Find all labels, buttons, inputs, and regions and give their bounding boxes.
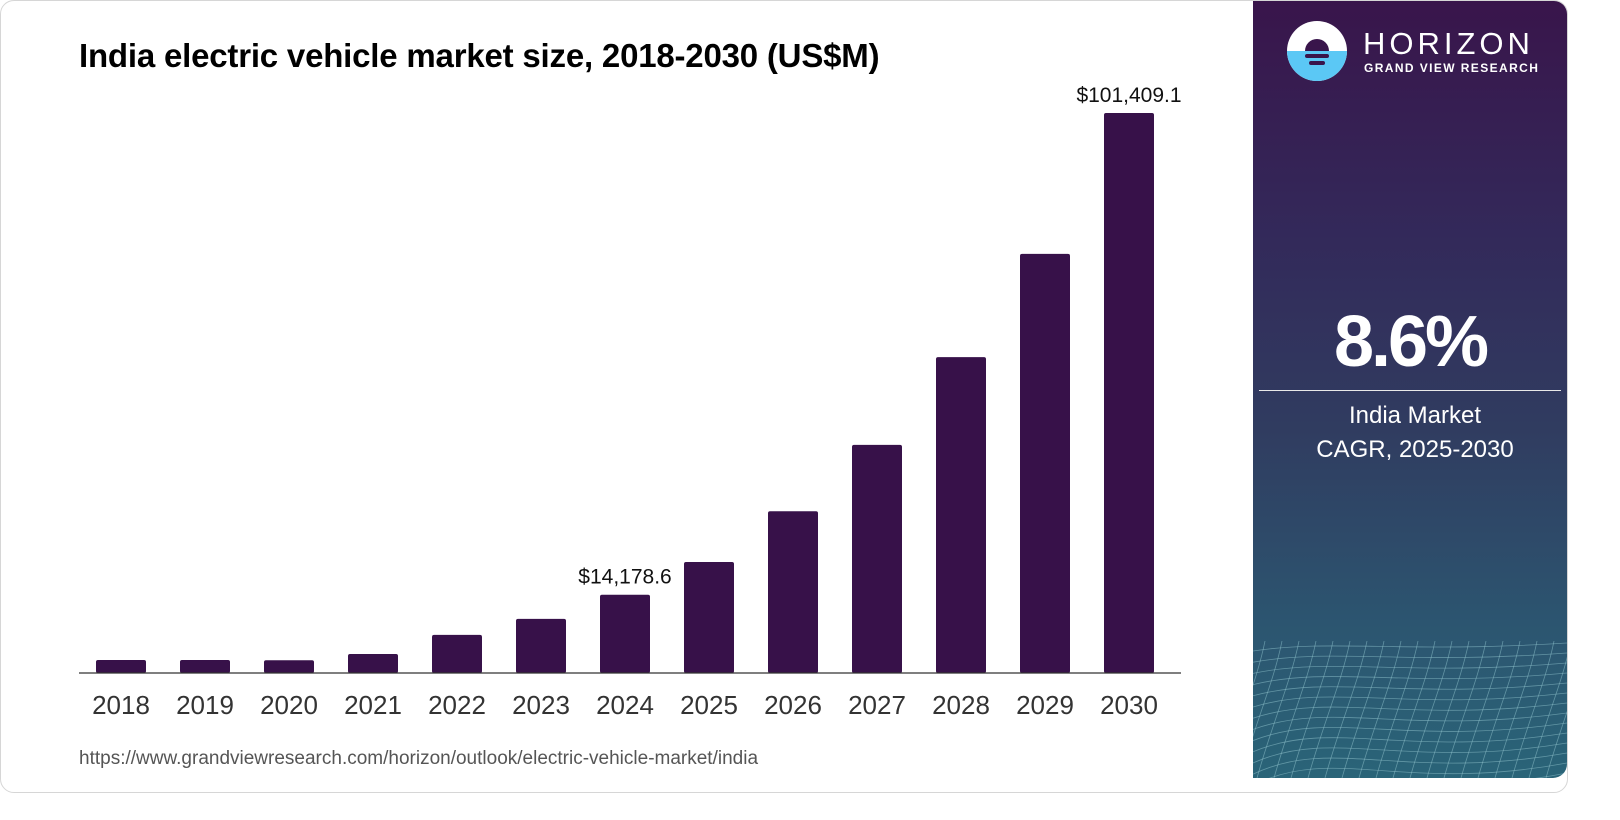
bar-2024: [600, 594, 650, 673]
mesh-line: [1253, 642, 1567, 652]
mesh-line: [1494, 641, 1538, 778]
bar-2027: [852, 444, 902, 673]
bar-2021: [348, 653, 398, 673]
mesh-line: [1253, 742, 1567, 764]
brand-name: HORIZON: [1363, 26, 1534, 61]
data-label-2030: $101,409.1: [1076, 84, 1181, 107]
mesh-line: [1253, 702, 1567, 719]
source-url[interactable]: https://www.grandviewresearch.com/horizo…: [79, 748, 759, 769]
data-label-2024: $14,178.6: [578, 566, 671, 589]
bar-2029: [1020, 253, 1070, 673]
x-tick-2023: 2023: [512, 690, 570, 720]
x-tick-2026: 2026: [764, 690, 822, 720]
mesh-line: [1341, 641, 1385, 778]
mesh-line: [1253, 662, 1567, 674]
mesh-line: [1253, 652, 1567, 663]
mesh-line: [1358, 641, 1402, 778]
chart-title: India electric vehicle market size, 2018…: [79, 37, 880, 74]
cagr-panel: HORIZON GRAND VIEW RESEARCH 8.6% India M…: [1253, 1, 1567, 778]
mesh-line: [1253, 712, 1567, 730]
x-tick-2018: 2018: [92, 690, 150, 720]
mesh-line: [1253, 722, 1567, 741]
x-tick-2024: 2024: [596, 690, 654, 720]
bar-chart: 2018 2019 2020 2021 2022 2023 2024 2025 2026 2027…: [79, 84, 1182, 720]
mesh-line: [1253, 672, 1567, 685]
bar-2028: [936, 357, 986, 673]
mesh-line: [1256, 641, 1300, 778]
cagr-value: 8.6%: [1333, 302, 1489, 382]
x-tick-labels: 2018 2019 2020 2021 2022 2023 2024 2025 2026 2027…: [92, 690, 1158, 720]
mesh-line: [1253, 682, 1567, 697]
bar-2023: [516, 618, 566, 673]
mesh-line: [1511, 641, 1555, 778]
bars-group: [96, 113, 1154, 673]
cagr-label-period: CAGR, 2025-2030: [1316, 436, 1514, 463]
mesh-line: [1460, 641, 1504, 778]
bar-2030: [1104, 113, 1154, 673]
mesh-line: [1269, 762, 1567, 778]
bar-2019: [180, 660, 230, 673]
x-tick-2022: 2022: [428, 690, 486, 720]
mesh-line: [1426, 641, 1470, 778]
chart-card: India electric vehicle market size, 2018…: [0, 0, 1568, 793]
mesh-line: [1290, 641, 1334, 778]
mesh-line: [1545, 710, 1567, 778]
x-tick-2025: 2025: [680, 690, 738, 720]
cagr-label-market: India Market: [1348, 402, 1482, 429]
logo-line: [1309, 61, 1325, 65]
x-tick-2020: 2020: [260, 690, 318, 720]
horizon-sun-icon: [1287, 21, 1347, 81]
mesh-line: [1477, 641, 1521, 778]
bar-2025: [684, 562, 734, 673]
mesh-line: [1443, 641, 1487, 778]
data-labels: $14,178.6 $101,409.1: [578, 84, 1181, 589]
brand-subtitle: GRAND VIEW RESEARCH: [1364, 61, 1540, 75]
cagr-divider: [1259, 390, 1561, 391]
x-tick-2021: 2021: [344, 690, 402, 720]
mesh-line: [1253, 752, 1567, 775]
x-tick-2027: 2027: [848, 690, 906, 720]
x-tick-2019: 2019: [176, 690, 234, 720]
mesh-line: [1253, 641, 1283, 737]
x-tick-2028: 2028: [932, 690, 990, 720]
mesh-decoration: [1253, 641, 1567, 778]
mesh-line: [1307, 641, 1351, 778]
mesh-line: [1324, 641, 1368, 778]
mesh-line: [1528, 656, 1567, 778]
bar-2026: [768, 511, 818, 673]
mesh-line: [1253, 641, 1266, 687]
mesh-line: [1392, 641, 1436, 778]
x-tick-2029: 2029: [1016, 690, 1074, 720]
logo-line: [1305, 54, 1329, 58]
mesh-line: [1375, 641, 1419, 778]
bar-2022: [432, 634, 482, 673]
x-tick-2030: 2030: [1100, 690, 1158, 720]
bar-2020: [264, 660, 314, 673]
mesh-line: [1253, 692, 1567, 708]
logo-sun: [1305, 39, 1329, 51]
mesh-line: [1273, 641, 1317, 778]
mesh-line: [1409, 641, 1453, 778]
bar-2018: [96, 660, 146, 673]
